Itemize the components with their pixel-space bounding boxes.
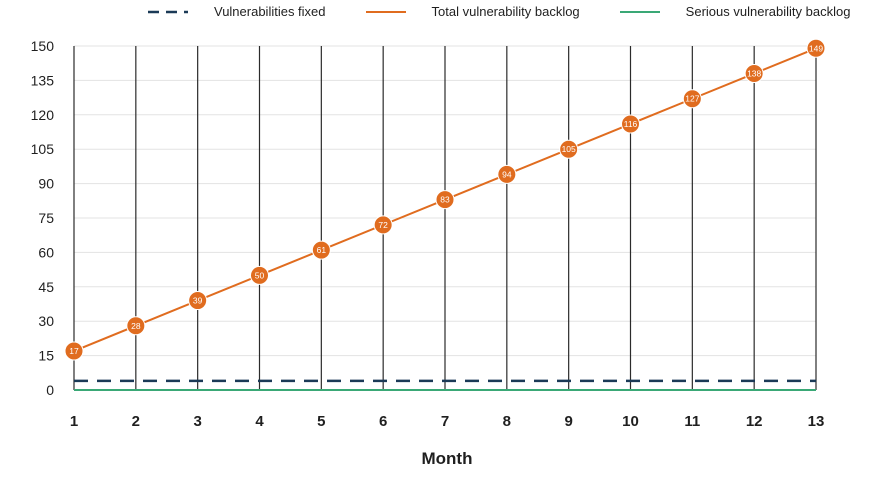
legend-item-total: Total vulnerability backlog: [365, 4, 580, 19]
data-point: [497, 164, 517, 184]
y-tick-label: 45: [38, 279, 54, 295]
x-tick-label: 5: [317, 413, 325, 430]
data-label: 50: [255, 270, 265, 280]
data-point: [126, 316, 146, 336]
data-point: [682, 89, 702, 109]
data-label: 138: [747, 69, 761, 79]
legend-swatch-total: [365, 6, 406, 18]
data-point: [373, 215, 393, 235]
data-label: 127: [685, 94, 699, 104]
x-tick-label: 2: [132, 413, 140, 430]
y-tick-label: 90: [38, 176, 54, 192]
y-tick-label: 60: [38, 244, 54, 260]
y-tick-label: 0: [46, 382, 54, 398]
x-tick-label: 9: [564, 413, 572, 430]
x-tick-label: 12: [746, 413, 763, 430]
data-point: [250, 265, 269, 285]
x-tick-label: 1: [70, 413, 78, 430]
x-tick-label: 10: [622, 413, 639, 430]
data-label: 17: [69, 346, 79, 356]
x-tick-label: 7: [441, 413, 449, 430]
legend-swatch-fixed: [148, 6, 188, 18]
legend-label-total: Total vulnerability backlog: [431, 4, 580, 19]
x-tick-label: 3: [193, 413, 201, 430]
y-tick-label: 75: [38, 210, 54, 226]
x-tick-label: 13: [808, 413, 825, 430]
legend-swatch-serious: [619, 6, 660, 18]
data-label: 39: [193, 296, 203, 306]
x-tick-label: 8: [503, 413, 511, 430]
data-label: 61: [317, 245, 327, 255]
y-tick-label: 15: [38, 348, 54, 364]
legend-label-fixed: Vulnerabilities fixed: [214, 4, 326, 19]
data-point: [188, 291, 208, 311]
x-axis-title: Month: [422, 449, 473, 468]
y-tick-label: 150: [31, 38, 55, 54]
legend-item-serious: Serious vulnerability backlog: [619, 4, 851, 19]
data-label: 28: [131, 321, 141, 331]
data-point: [806, 38, 826, 58]
data-point: [621, 114, 640, 134]
legend-item-fixed: Vulnerabilities fixed: [148, 4, 326, 19]
legend-label-serious: Serious vulnerability backlog: [685, 4, 851, 19]
data-point: [64, 341, 84, 361]
x-tick-label: 6: [379, 413, 387, 430]
data-point: [311, 240, 331, 260]
data-label: 105: [562, 144, 576, 154]
data-point: [435, 190, 455, 210]
x-tick-label: 11: [684, 413, 700, 430]
data-label: 83: [440, 195, 450, 205]
y-tick-label: 135: [31, 72, 55, 88]
y-tick-label: 120: [31, 107, 55, 123]
data-label: 149: [809, 43, 823, 53]
data-point: [559, 139, 579, 159]
data-point: [744, 64, 764, 84]
y-tick-label: 30: [38, 313, 54, 329]
data-label: 94: [502, 169, 512, 179]
data-label: 72: [378, 220, 388, 230]
data-label: 116: [624, 119, 638, 129]
y-tick-label: 105: [31, 141, 55, 157]
legend: Vulnerabilities fixed Total vulnerabilit…: [148, 4, 890, 19]
x-tick-label: 4: [255, 413, 264, 430]
